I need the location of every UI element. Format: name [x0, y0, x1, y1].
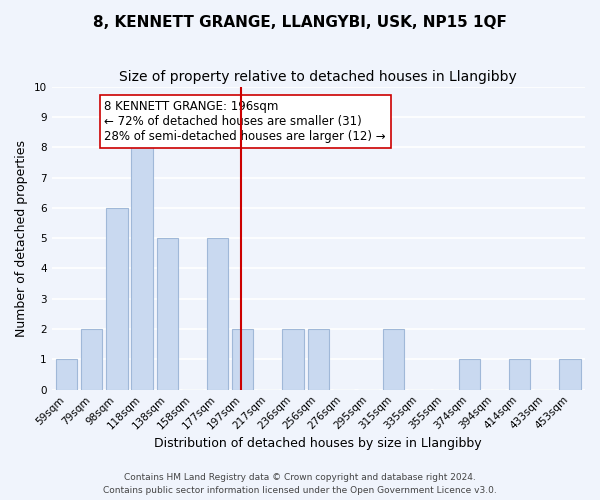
Bar — [81, 329, 103, 390]
Bar — [283, 329, 304, 390]
Bar — [383, 329, 404, 390]
X-axis label: Distribution of detached houses by size in Llangibby: Distribution of detached houses by size … — [154, 437, 482, 450]
Text: 8 KENNETT GRANGE: 196sqm
← 72% of detached houses are smaller (31)
28% of semi-d: 8 KENNETT GRANGE: 196sqm ← 72% of detach… — [104, 100, 386, 143]
Y-axis label: Number of detached properties: Number of detached properties — [15, 140, 28, 336]
Bar — [559, 360, 581, 390]
Bar — [207, 238, 229, 390]
Bar — [509, 360, 530, 390]
Bar — [106, 208, 128, 390]
Title: Size of property relative to detached houses in Llangibby: Size of property relative to detached ho… — [119, 70, 517, 84]
Text: Contains HM Land Registry data © Crown copyright and database right 2024.
Contai: Contains HM Land Registry data © Crown c… — [103, 474, 497, 495]
Bar — [232, 329, 253, 390]
Bar — [458, 360, 480, 390]
Bar — [157, 238, 178, 390]
Text: 8, KENNETT GRANGE, LLANGYBI, USK, NP15 1QF: 8, KENNETT GRANGE, LLANGYBI, USK, NP15 1… — [93, 15, 507, 30]
Bar — [308, 329, 329, 390]
Bar — [56, 360, 77, 390]
Bar — [131, 147, 153, 390]
